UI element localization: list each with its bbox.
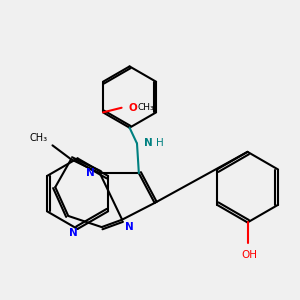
Text: OH: OH bbox=[242, 250, 257, 260]
Text: N: N bbox=[70, 228, 78, 238]
Text: N: N bbox=[125, 222, 134, 233]
Text: N: N bbox=[86, 168, 95, 178]
Text: CH₃: CH₃ bbox=[30, 133, 48, 142]
Text: O: O bbox=[128, 103, 137, 113]
Text: N: N bbox=[144, 138, 153, 148]
Text: CH₃: CH₃ bbox=[137, 103, 154, 112]
Text: H: H bbox=[156, 138, 163, 148]
